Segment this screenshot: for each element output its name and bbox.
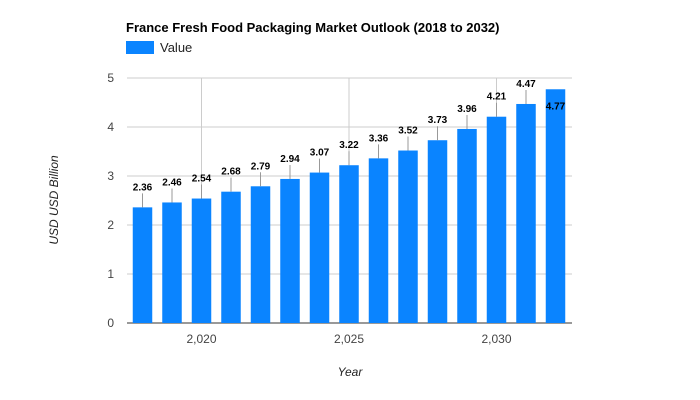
y-tick-label: 5	[107, 71, 114, 85]
bar	[162, 202, 182, 323]
bar	[280, 178, 300, 323]
data-label: 2.46	[162, 177, 182, 188]
y-tick-label: 0	[107, 316, 114, 330]
bar	[457, 128, 477, 323]
y-tick-label: 1	[107, 267, 114, 281]
data-label: 2.94	[280, 154, 300, 165]
bar	[132, 207, 153, 323]
data-label: 3.36	[369, 133, 389, 144]
x-tick-label: 2,020	[186, 332, 216, 346]
x-tick-label: 2,030	[481, 332, 511, 346]
bar	[427, 140, 448, 323]
x-axis-title: Year	[338, 365, 364, 379]
chart-title: France Fresh Food Packaging Market Outlo…	[126, 20, 500, 35]
bar	[339, 165, 359, 323]
bar	[250, 186, 271, 323]
y-tick-label: 2	[107, 218, 114, 232]
data-label: 3.22	[339, 140, 359, 151]
data-label: 4.47	[516, 79, 536, 90]
legend-label: Value	[160, 40, 192, 55]
bar	[221, 191, 241, 323]
bar	[398, 150, 418, 323]
legend: Value	[126, 40, 192, 55]
bars	[132, 89, 566, 324]
data-label: 3.96	[457, 104, 477, 115]
y-tick-label: 3	[107, 169, 114, 183]
data-label: 4.77	[546, 101, 566, 112]
y-axis-title: USD USD Billion	[47, 155, 61, 245]
data-label: 2.54	[192, 174, 212, 185]
data-label: 2.68	[221, 167, 241, 178]
data-label: 2.79	[251, 161, 271, 172]
bar	[309, 172, 330, 323]
data-label: 2.36	[133, 182, 153, 193]
y-axis: 0 1 2 3 4 5	[107, 71, 114, 330]
bar	[545, 89, 566, 324]
data-label: 4.21	[487, 92, 507, 103]
bar	[486, 116, 507, 324]
data-labels: 2.36 2.46 2.54 2.68 2.79 2.94 3.07 3.22 3.36 3.52…	[133, 79, 566, 208]
x-axis: 2,020 2,025 2,030	[186, 332, 511, 346]
data-label: 3.07	[310, 148, 330, 159]
x-tick-label: 2,025	[334, 332, 364, 346]
data-label: 3.52	[398, 126, 418, 137]
bar	[191, 198, 212, 323]
legend-swatch	[126, 41, 154, 54]
bar	[368, 158, 389, 323]
data-label: 3.73	[428, 115, 448, 126]
y-tick-label: 4	[107, 120, 114, 134]
bar	[516, 103, 536, 323]
